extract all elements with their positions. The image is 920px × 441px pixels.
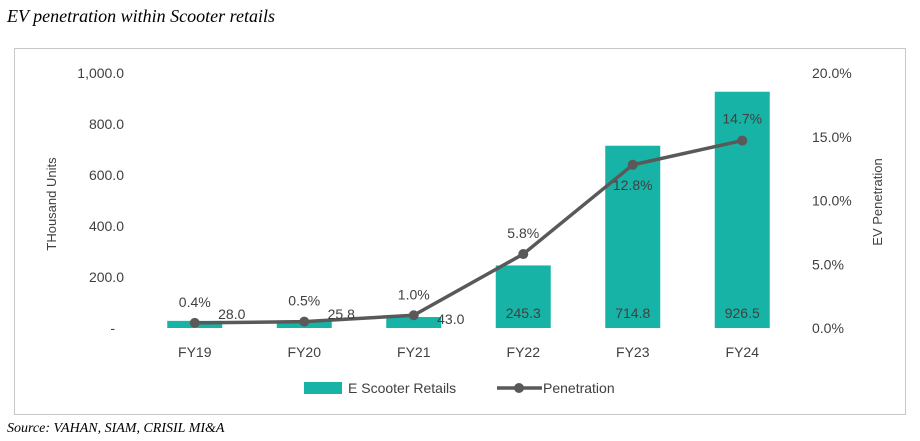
y2-tick-label: 15.0% xyxy=(812,129,852,145)
source-note: Source: VAHAN, SIAM, CRISIL MI&A xyxy=(7,421,225,436)
y-tick-label: 600.0 xyxy=(89,167,124,183)
penetration-point xyxy=(737,135,748,146)
x-tick-label: FY19 xyxy=(178,344,212,360)
penetration-point xyxy=(299,316,310,327)
y-tick-label: 1,000.0 xyxy=(77,65,124,81)
penetration-value-label: 1.0% xyxy=(398,286,430,302)
penetration-value-label: 12.8% xyxy=(613,177,653,193)
bar-value-label: 43.0 xyxy=(437,311,464,327)
penetration-value-label: 14.7% xyxy=(722,111,762,127)
y2-tick-label: 5.0% xyxy=(812,256,844,272)
bar-fy21 xyxy=(386,317,442,328)
y2-tick-label: 20.0% xyxy=(812,65,852,81)
legend-bar-label: E Scooter Retails xyxy=(348,380,456,396)
penetration-value-label: 0.4% xyxy=(179,294,211,310)
y-tick-label: 800.0 xyxy=(89,116,124,132)
bar-fy24 xyxy=(714,91,770,329)
y-axis-label: THousand Units xyxy=(44,157,59,251)
penetration-point xyxy=(189,317,200,328)
y-tick-label: 400.0 xyxy=(89,218,124,234)
penetration-line xyxy=(194,138,743,325)
x-tick-label: FY20 xyxy=(288,344,322,360)
x-tick-label: FY22 xyxy=(507,344,541,360)
x-tick-label: FY24 xyxy=(726,344,760,360)
y2-tick-label: 10.0% xyxy=(812,193,852,209)
legend-bar-swatch xyxy=(304,382,342,394)
bar-value-label: 28.0 xyxy=(218,306,245,322)
x-tick-label: FY21 xyxy=(397,344,431,360)
penetration-value-label: 5.8% xyxy=(507,225,539,241)
penetration-value-label: 0.5% xyxy=(288,293,320,309)
chart-frame xyxy=(14,48,906,415)
chart-title: EV penetration within Scooter retails xyxy=(7,6,275,26)
legend-line-marker xyxy=(514,383,524,393)
penetration-point xyxy=(627,159,638,170)
x-tick-label: FY23 xyxy=(616,344,650,360)
y2-axis-label: EV Penetration xyxy=(870,158,885,245)
bar-value-label: 926.5 xyxy=(725,305,760,321)
penetration-point xyxy=(408,310,419,321)
penetration-point xyxy=(518,249,529,260)
y-tick-label: - xyxy=(110,320,115,336)
y2-tick-label: 0.0% xyxy=(812,320,844,336)
y-tick-label: 200.0 xyxy=(89,269,124,285)
bar-fy22 xyxy=(495,265,551,328)
legend-line-label: Penetration xyxy=(543,380,615,396)
bar-value-label: 714.8 xyxy=(615,305,650,321)
bar-value-label: 25.8 xyxy=(328,306,355,322)
bar-fy23 xyxy=(605,145,661,328)
bar-value-label: 245.3 xyxy=(506,305,541,321)
